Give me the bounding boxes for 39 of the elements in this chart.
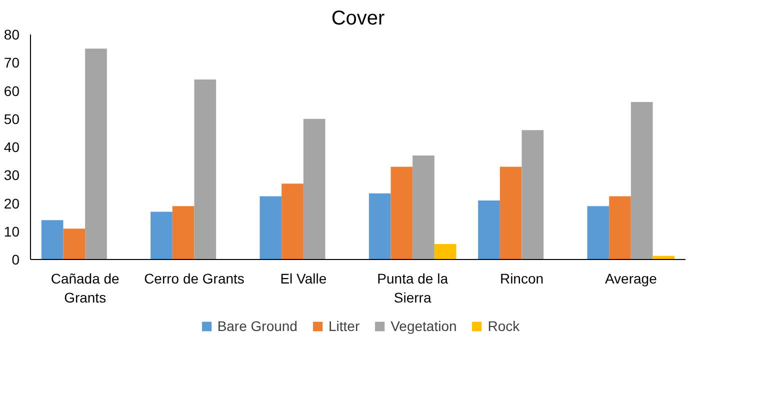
legend-label: Litter bbox=[328, 318, 360, 334]
bar bbox=[260, 196, 282, 260]
y-tick-label: 80 bbox=[4, 26, 20, 42]
bar bbox=[390, 166, 413, 260]
y-tick-label: 20 bbox=[4, 195, 20, 212]
x-tick-label: El Valle bbox=[280, 270, 327, 286]
bar bbox=[412, 155, 434, 260]
bar bbox=[434, 244, 456, 260]
bar bbox=[609, 196, 631, 260]
bar bbox=[63, 228, 86, 260]
bar bbox=[282, 184, 304, 260]
chart-title: Cover bbox=[331, 8, 386, 30]
legend-label: Rock bbox=[488, 318, 520, 334]
bar bbox=[172, 206, 194, 260]
bar bbox=[522, 130, 544, 260]
bar bbox=[194, 80, 216, 260]
bar bbox=[150, 212, 172, 260]
x-tick-label: Rincon bbox=[500, 270, 544, 286]
x-tick-label: Cerro de Grants bbox=[144, 270, 244, 286]
x-tick-label: Cañada de Grants bbox=[50, 270, 120, 306]
bar bbox=[630, 102, 653, 260]
y-tick-label: 50 bbox=[4, 110, 20, 127]
bar bbox=[85, 48, 107, 260]
y-tick-label: 60 bbox=[4, 82, 20, 99]
x-tick-label: Average bbox=[604, 270, 658, 286]
y-tick-label: 70 bbox=[4, 54, 20, 71]
bar bbox=[500, 166, 522, 260]
y-tick-label: 10 bbox=[4, 223, 20, 240]
bar bbox=[478, 200, 500, 260]
legend-label: Vegetation bbox=[390, 318, 457, 334]
bar bbox=[303, 118, 326, 260]
y-tick-label: 40 bbox=[4, 139, 20, 155]
legend-label: Bare Ground bbox=[217, 318, 298, 334]
y-tick-label: 30 bbox=[4, 167, 20, 184]
y-tick-label: 0 bbox=[12, 252, 20, 268]
x-tick-label: Punta de la Sierra bbox=[377, 270, 448, 306]
bar bbox=[587, 206, 610, 260]
bar bbox=[41, 220, 64, 260]
bar bbox=[368, 193, 391, 260]
